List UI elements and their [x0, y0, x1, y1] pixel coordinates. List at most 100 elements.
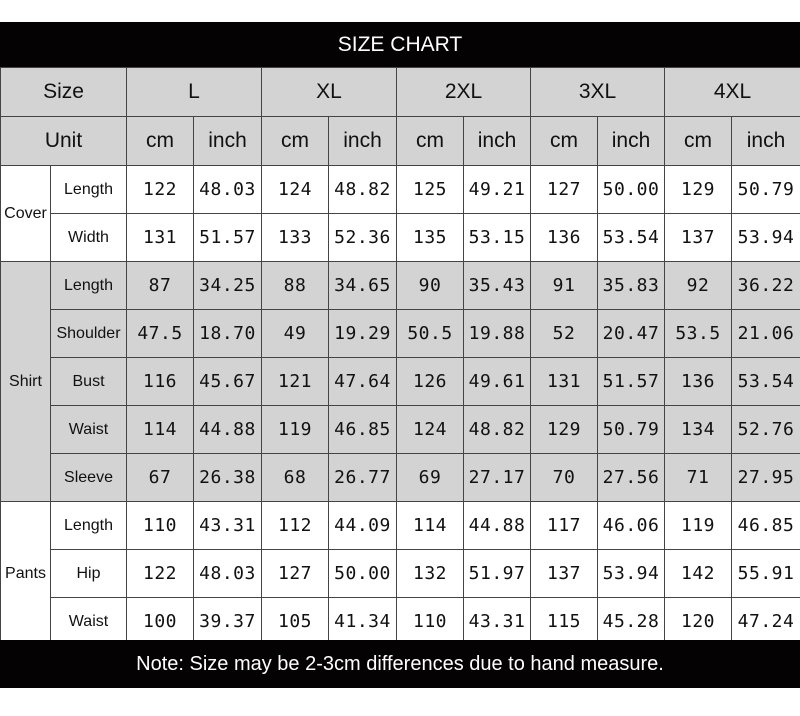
- value-cell: 87: [126, 261, 195, 310]
- value-cell: 50.79: [731, 165, 800, 214]
- value-cell: 51.57: [193, 213, 263, 262]
- value-cell: 112: [261, 501, 330, 550]
- measurement-label: Length: [49, 501, 128, 550]
- unit-header-cm: cm: [530, 116, 599, 166]
- value-cell: 35.43: [463, 261, 532, 310]
- value-cell: 67: [126, 453, 195, 502]
- value-cell: 27.95: [731, 453, 800, 502]
- value-cell: 137: [530, 549, 599, 598]
- value-cell: 39.37: [193, 597, 263, 646]
- value-cell: 69: [396, 453, 465, 502]
- value-cell: 47.64: [328, 357, 398, 406]
- value-cell: 122: [126, 165, 195, 214]
- value-cell: 21.06: [731, 309, 800, 358]
- value-cell: 129: [664, 165, 733, 214]
- value-cell: 51.57: [597, 357, 666, 406]
- group-label: Pants: [0, 501, 51, 646]
- value-cell: 50.00: [328, 549, 398, 598]
- group-label: Cover: [0, 165, 51, 262]
- value-cell: 48.03: [193, 165, 263, 214]
- value-cell: 105: [261, 597, 330, 646]
- value-cell: 119: [664, 501, 733, 550]
- value-cell: 44.88: [463, 501, 532, 550]
- value-cell: 120: [664, 597, 733, 646]
- value-cell: 127: [530, 165, 599, 214]
- value-cell: 27.56: [597, 453, 666, 502]
- value-cell: 53.54: [597, 213, 666, 262]
- value-cell: 136: [530, 213, 599, 262]
- value-cell: 50.5: [396, 309, 465, 358]
- value-cell: 45.67: [193, 357, 263, 406]
- value-cell: 132: [396, 549, 465, 598]
- value-cell: 110: [396, 597, 465, 646]
- unit-header-cm: cm: [664, 116, 733, 166]
- value-cell: 53.5: [664, 309, 733, 358]
- value-cell: 133: [261, 213, 330, 262]
- size-header-4xl: 4XL: [664, 67, 800, 117]
- size-header-3xl: 3XL: [530, 67, 666, 117]
- value-cell: 92: [664, 261, 733, 310]
- unit-header-inch: inch: [193, 116, 263, 166]
- unit-label: Unit: [0, 116, 128, 166]
- value-cell: 19.88: [463, 309, 532, 358]
- unit-header-row: Unit cm inch cm inch cm inch cm inch cm inch: [0, 116, 800, 166]
- value-cell: 90: [396, 261, 465, 310]
- measurement-label: Hip: [49, 549, 128, 598]
- value-cell: 27.17: [463, 453, 532, 502]
- value-cell: 49: [261, 309, 330, 358]
- value-cell: 117: [530, 501, 599, 550]
- value-cell: 46.85: [731, 501, 800, 550]
- value-cell: 48.82: [328, 165, 398, 214]
- table-row: Waist 100 39.37 105 41.34 110 43.31 115 45.28 120…: [1, 597, 800, 646]
- table-row: Hip 122 48.03 127 50.00 132 51.97 137 53.94 142 55…: [1, 549, 800, 598]
- value-cell: 43.31: [463, 597, 532, 646]
- chart-title: SIZE CHART: [0, 22, 800, 67]
- measurement-note: Note: Size may be 2-3cm differences due …: [0, 640, 800, 688]
- value-cell: 131: [126, 213, 195, 262]
- measurement-label: Length: [49, 261, 128, 310]
- measurement-label: Bust: [49, 357, 128, 406]
- value-cell: 119: [261, 405, 330, 454]
- value-cell: 115: [530, 597, 599, 646]
- value-cell: 88: [261, 261, 330, 310]
- value-cell: 53.94: [597, 549, 666, 598]
- value-cell: 100: [126, 597, 195, 646]
- value-cell: 126: [396, 357, 465, 406]
- measurement-label: Waist: [49, 597, 128, 646]
- table-row: Shoulder 47.5 18.70 49 19.29 50.5 19.88 52 20.47…: [1, 309, 800, 358]
- measurement-label: Waist: [49, 405, 128, 454]
- value-cell: 129: [530, 405, 599, 454]
- value-cell: 121: [261, 357, 330, 406]
- size-header-2xl: 2XL: [396, 67, 532, 117]
- value-cell: 44.09: [328, 501, 398, 550]
- unit-header-cm: cm: [126, 116, 195, 166]
- value-cell: 26.77: [328, 453, 398, 502]
- value-cell: 19.29: [328, 309, 398, 358]
- value-cell: 41.34: [328, 597, 398, 646]
- table-row: Sleeve 67 26.38 68 26.77 69 27.17 70 27.56 71 27.9…: [1, 453, 800, 502]
- value-cell: 43.31: [193, 501, 263, 550]
- table-row: Waist 114 44.88 119 46.85 124 48.82 129 50.79 134…: [1, 405, 800, 454]
- value-cell: 142: [664, 549, 733, 598]
- value-cell: 114: [396, 501, 465, 550]
- table-row: Pants Length 110 43.31 112 44.09 114 44.88 117 46…: [0, 501, 800, 646]
- measurement-label: Length: [49, 165, 128, 214]
- value-cell: 52: [530, 309, 599, 358]
- value-cell: 47.24: [731, 597, 800, 646]
- value-cell: 53.94: [731, 213, 800, 262]
- value-cell: 50.79: [597, 405, 666, 454]
- value-cell: 53.54: [731, 357, 800, 406]
- value-cell: 124: [396, 405, 465, 454]
- value-cell: 52.36: [328, 213, 398, 262]
- unit-header-inch: inch: [463, 116, 532, 166]
- value-cell: 49.61: [463, 357, 532, 406]
- table-row: Shirt Length 87 34.25 88 34.65 90 35.43 91 35.83 9…: [0, 261, 800, 502]
- value-cell: 131: [530, 357, 599, 406]
- size-table: Size L XL 2XL 3XL 4XL Unit cm inch cm inch cm inch cm…: [0, 67, 800, 646]
- value-cell: 68: [261, 453, 330, 502]
- value-cell: 127: [261, 549, 330, 598]
- value-cell: 53.15: [463, 213, 532, 262]
- value-cell: 47.5: [126, 309, 195, 358]
- value-cell: 125: [396, 165, 465, 214]
- value-cell: 122: [126, 549, 195, 598]
